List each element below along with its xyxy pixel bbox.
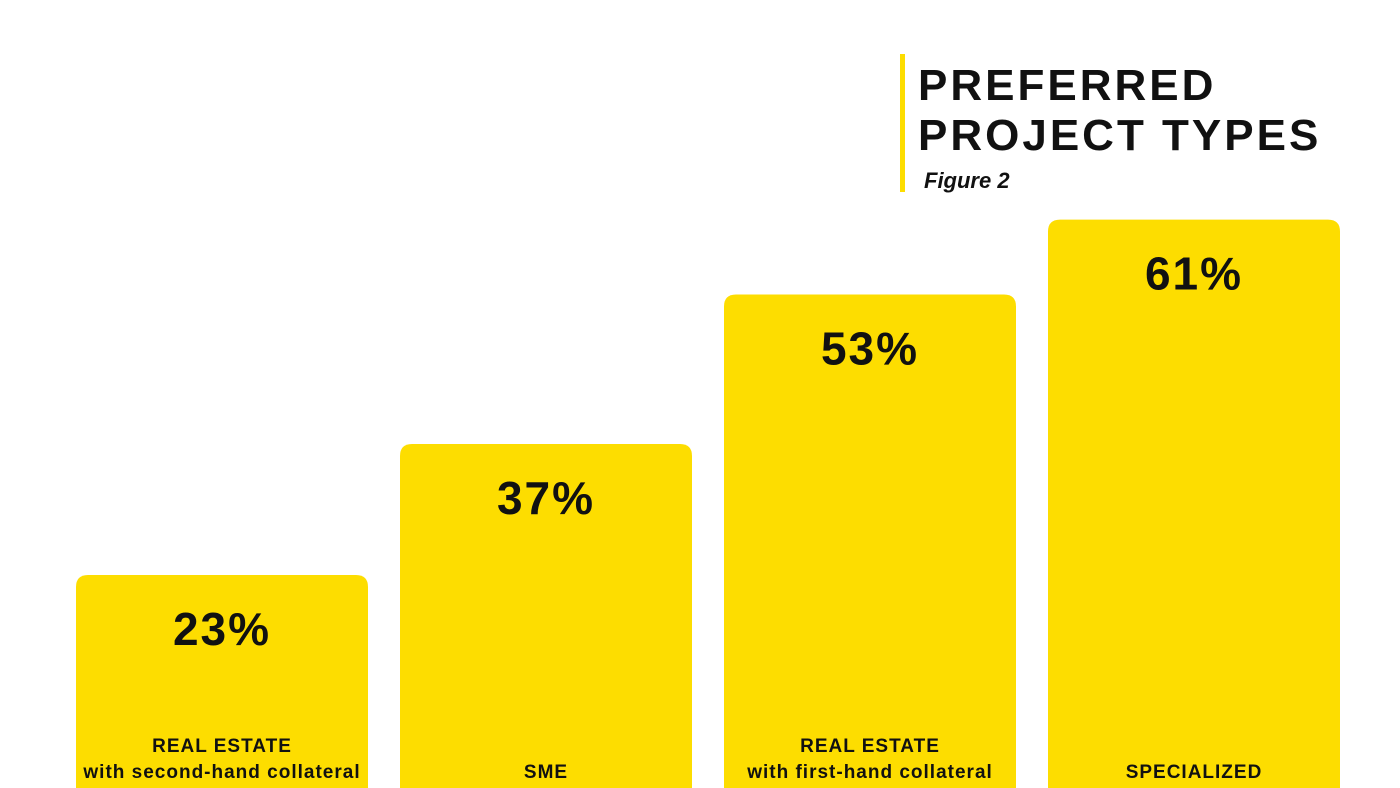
title-accent-bar xyxy=(900,54,905,192)
bar-category-label-3-line-1: REAL ESTATE xyxy=(800,736,940,757)
bar-2 xyxy=(400,444,692,788)
bar-category-label-1-line-1: REAL ESTATE xyxy=(152,736,292,757)
chart-title-line-2: PROJECT TYPES xyxy=(918,111,1322,160)
bar-1 xyxy=(76,574,368,788)
bar-value-label-1: 23% xyxy=(173,603,271,655)
bar-category-label-2-line-1: SME xyxy=(524,762,568,783)
bar-value-label-3: 53% xyxy=(821,322,919,374)
bar-category-label-1-line-2: with second-hand collateral xyxy=(82,762,360,783)
bar-4 xyxy=(1048,219,1340,788)
bar-category-label-3-line-2: with first-hand collateral xyxy=(746,762,993,783)
bar-value-label-4: 61% xyxy=(1145,248,1243,300)
chart-title-line-1: PREFERRED xyxy=(918,61,1217,110)
chart-title-block: PREFERRED PROJECT TYPES Figure 2 xyxy=(900,54,1360,194)
bar-value-label-2: 37% xyxy=(497,472,595,524)
chart-subtitle: Figure 2 xyxy=(924,168,1010,193)
bar-category-label-4-line-1: SPECIALIZED xyxy=(1126,762,1263,783)
bar-3 xyxy=(724,294,1016,788)
